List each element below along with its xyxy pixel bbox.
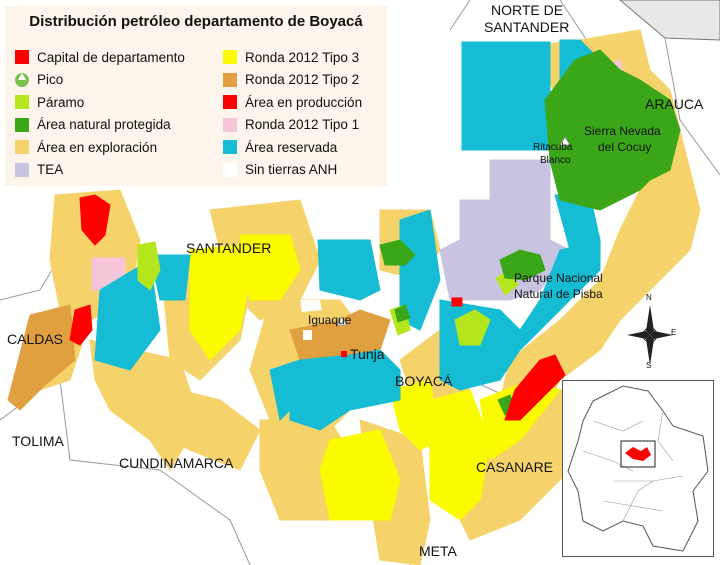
legend-label: Ronda 2012 Tipo 3: [245, 49, 360, 65]
legend-swatch: [223, 117, 237, 132]
legend-item: Páramo: [15, 92, 84, 112]
iguaque-peak-icon: [336, 316, 348, 326]
label-arauca: ARAUCA: [645, 96, 704, 112]
label-sierra-nevada-line1: Sierra Nevada: [584, 124, 661, 138]
label-sierra-nevada-line2: del Cocuy: [598, 140, 652, 154]
label-iguaque: Iguaque: [308, 313, 352, 327]
legend-swatch: [15, 95, 29, 109]
legend-item: Área reservada: [223, 137, 337, 157]
ritacuba-peak-icon: [559, 136, 571, 146]
legend-swatch: [223, 162, 237, 177]
legend-item: Ronda 2012 Tipo 1: [223, 115, 359, 135]
label-cundinamarca: CUNDINAMARCA: [119, 455, 234, 471]
label-pisba-line1: Parque Nacional: [514, 271, 603, 285]
legend-item: Área en exploración: [15, 137, 157, 157]
legend-label: TEA: [37, 162, 64, 177]
legend-swatch: [223, 95, 237, 109]
label-pisba-line2: Natural de Pisba: [514, 287, 603, 301]
colombia-locator-map: [567, 385, 709, 552]
legend-label: Área en producción: [245, 94, 363, 110]
map-title: Distribución petróleo departamento de Bo…: [29, 13, 363, 30]
legend-item: Pico: [15, 70, 63, 90]
legend-item: Ronda 2012 Tipo 3: [223, 47, 359, 67]
legend-label: Ronda 2012 Tipo 2: [245, 72, 360, 87]
label-tolima: TOLIMA: [12, 433, 64, 449]
legend-swatch: [15, 140, 29, 154]
legend-label: Área reservada: [245, 139, 338, 155]
legend: Distribución petróleo departamento de Bo…: [5, 6, 387, 186]
label-boyaca: BOYACÁ: [395, 373, 453, 389]
venezuela-area: [619, 0, 720, 41]
legend-swatch: [223, 50, 237, 64]
legend-item: Capital de departamento: [15, 47, 185, 67]
label-meta: META: [419, 543, 457, 559]
protected-area: [379, 49, 681, 416]
label-norte-de-santander-line1: NORTE DE: [491, 2, 564, 18]
legend-label: Área en exploración: [37, 139, 158, 155]
legend-label: Sin tierras ANH: [245, 162, 338, 177]
legend-item: Área natural protegida: [15, 115, 171, 135]
legend-swatch: [15, 117, 29, 132]
locator-inset: [562, 380, 714, 557]
label-tunja: Tunja: [350, 346, 385, 362]
legend-swatch: [15, 162, 29, 177]
legend-swatch: [223, 72, 237, 87]
label-norte-de-santander-line2: SANTANDER: [484, 19, 570, 35]
legend-label: Área natural protegida: [37, 117, 171, 132]
legend-swatch: [15, 50, 29, 64]
label-caldas: CALDAS: [7, 331, 64, 347]
legend-item: Área en producción: [223, 92, 362, 112]
legend-item: Ronda 2012 Tipo 2: [223, 70, 359, 90]
no-anh-area: [300, 300, 322, 340]
legend-label: Pico: [37, 72, 64, 87]
mountain-icon: [15, 72, 29, 87]
label-santander: SANTANDER: [186, 240, 272, 256]
legend-label: Capital de departamento: [37, 49, 185, 65]
label-casanare: CASANARE: [476, 459, 554, 475]
legend-swatch: [223, 140, 237, 154]
production-area: [69, 194, 566, 421]
legend-item: TEA: [15, 160, 63, 180]
compass-icon: [627, 305, 673, 365]
tunja-capital-marker: [341, 351, 347, 357]
compass-n: N: [646, 293, 652, 302]
compass-s: S: [646, 361, 652, 370]
legend-item: Sin tierras ANH: [223, 160, 337, 180]
label-ritacuba-line1: Ritacuba: [533, 142, 573, 153]
legend-label: Ronda 2012 Tipo 1: [245, 117, 360, 132]
compass-rose: N S E: [625, 293, 677, 371]
label-ritacuba-line2: Blanco: [540, 155, 571, 166]
legend-label: Páramo: [37, 94, 85, 110]
compass-e: E: [671, 328, 677, 337]
